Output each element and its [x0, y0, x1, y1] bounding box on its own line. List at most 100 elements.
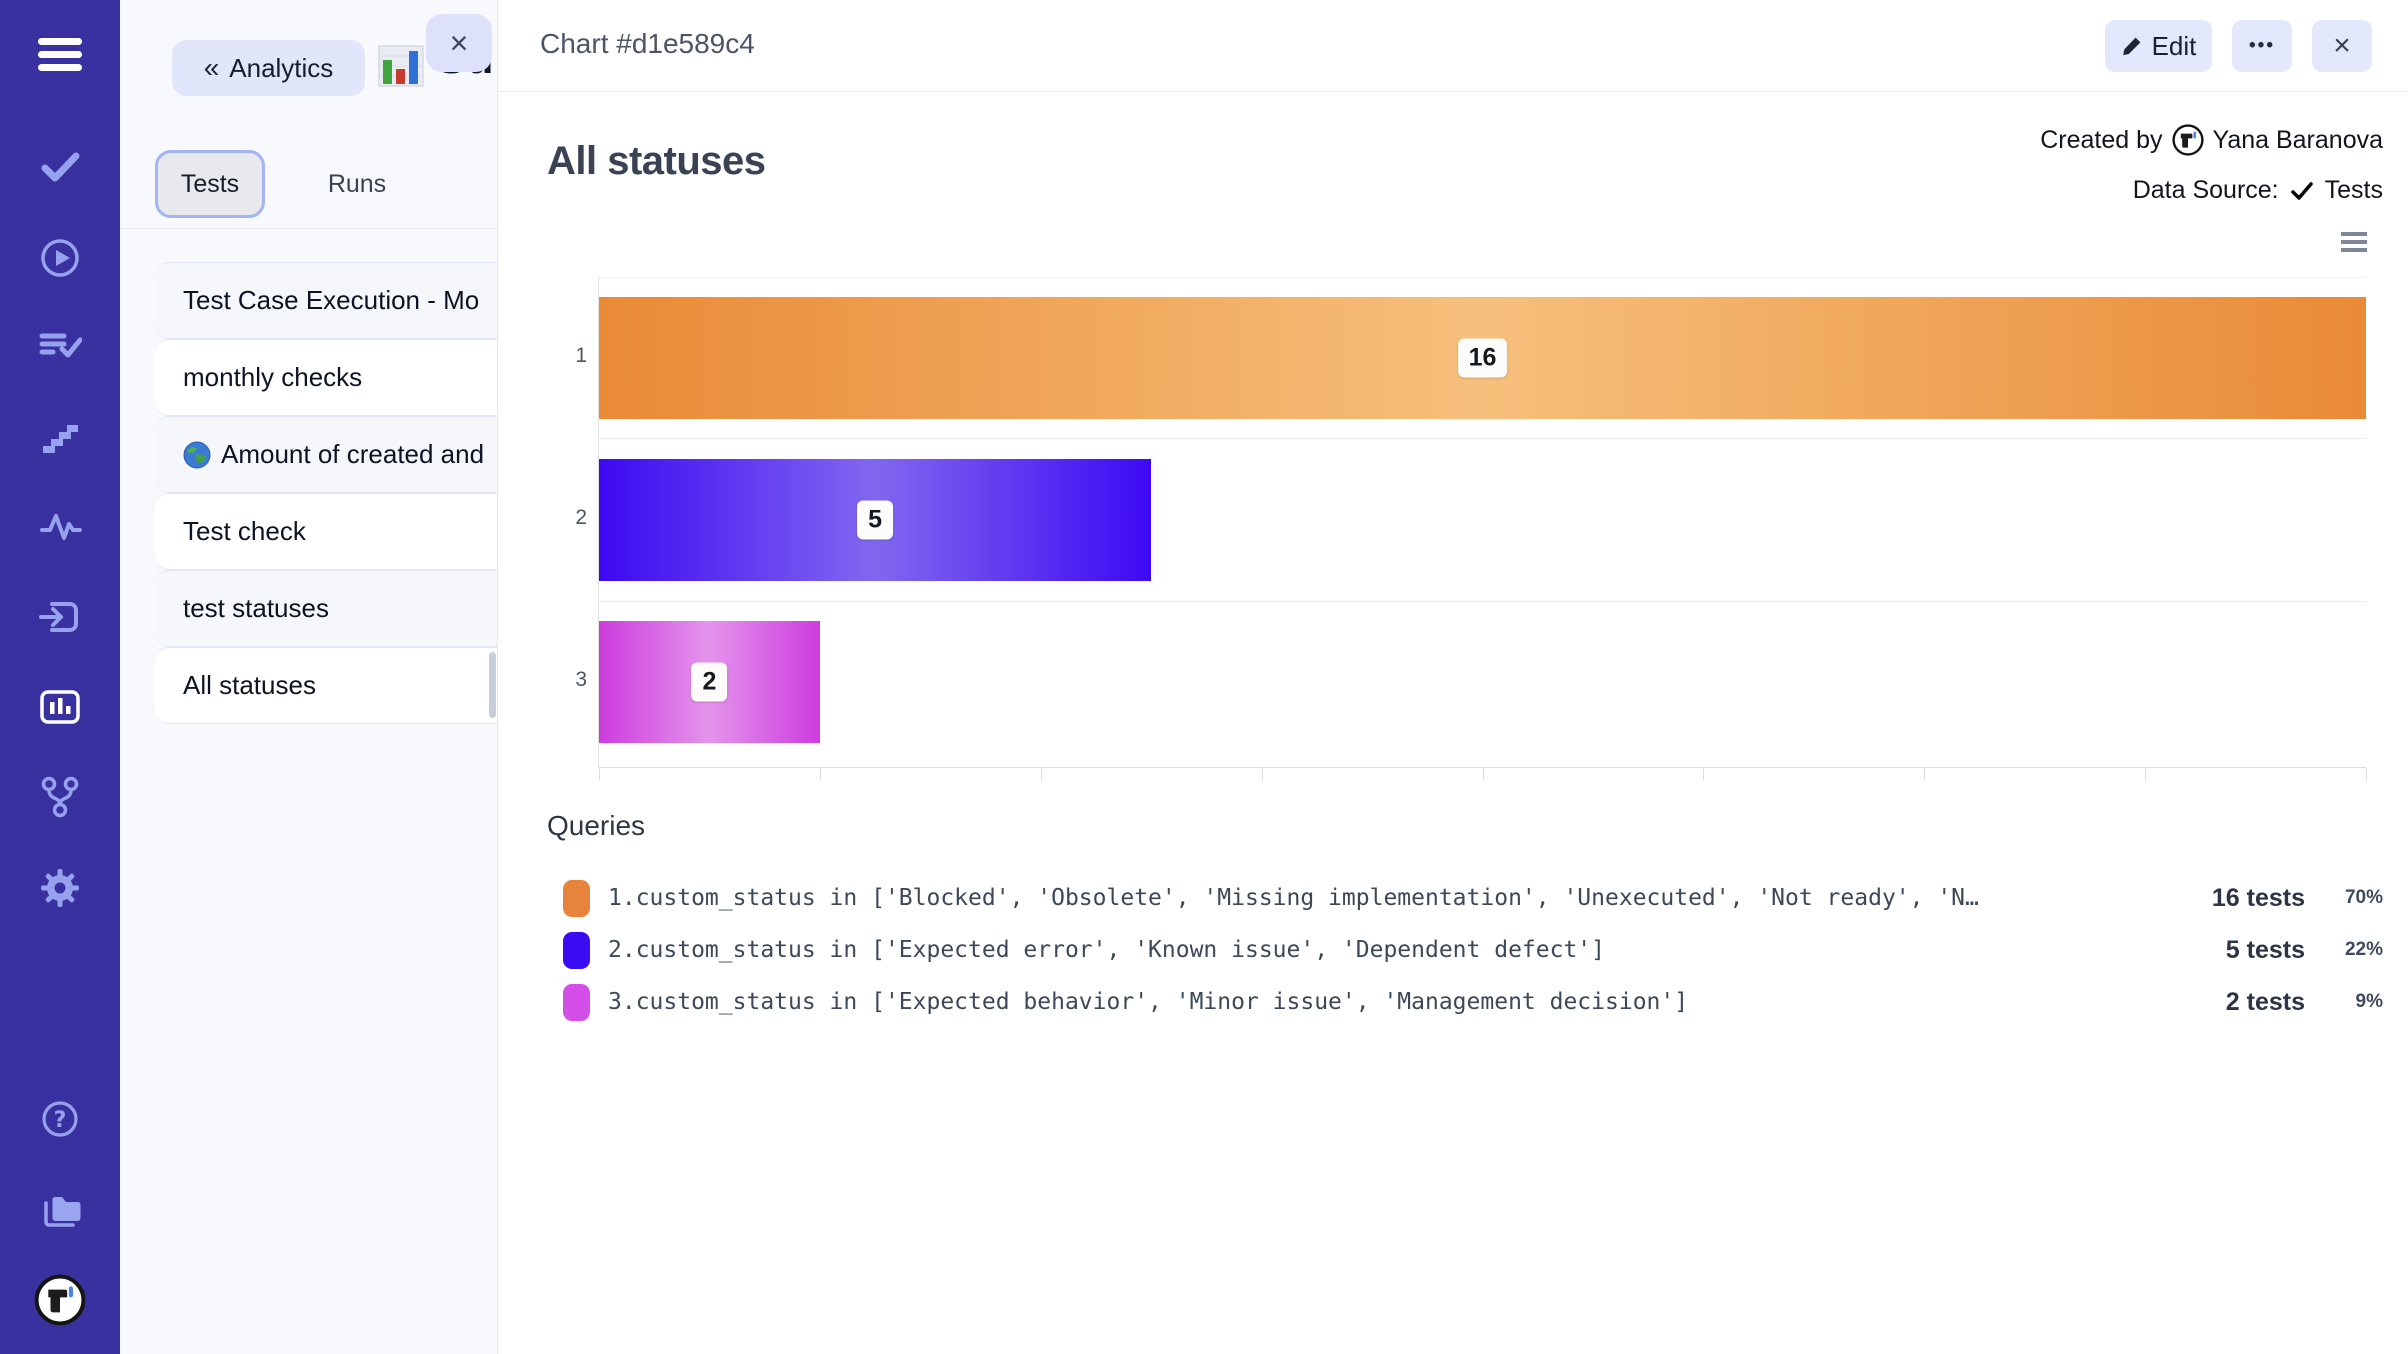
- query-color-swatch: [563, 983, 590, 1021]
- saved-chart-item[interactable]: Amount of created and: [155, 416, 497, 493]
- sidebar-item-tests[interactable]: [0, 144, 120, 188]
- sidebar-item-settings[interactable]: [0, 866, 120, 910]
- sidebar-item-plans[interactable]: [0, 327, 120, 371]
- more-actions-button[interactable]: •••: [2232, 20, 2292, 72]
- x-axis-tick: [1482, 768, 1484, 780]
- queries-heading: Queries: [547, 810, 646, 841]
- queries-legend: 1.custom_status in ['Blocked', 'Obsolete…: [563, 876, 2383, 1032]
- query-legend-row: 1.custom_status in ['Blocked', 'Obsolete…: [563, 876, 2383, 920]
- author-avatar: [2171, 124, 2204, 156]
- back-chevrons-icon: «: [203, 52, 220, 83]
- check-icon: [2290, 181, 2313, 200]
- data-source-value: Tests: [2324, 176, 2383, 204]
- author-name: Yana Baranova: [2212, 125, 2384, 154]
- query-tests-count: 5 tests: [2225, 935, 2305, 964]
- data-source-label: Data Source:: [2132, 176, 2279, 204]
- bar-series-3[interactable]: 2: [599, 621, 820, 743]
- sidebar-item-analytics-active[interactable]: [0, 685, 120, 729]
- saved-chart-item[interactable]: Test Case Execution - Mo: [155, 262, 497, 339]
- query-percent: 9%: [2355, 991, 2383, 1012]
- query-text: 3.custom_status in ['Expected behavior',…: [608, 989, 1689, 1015]
- check-icon: [41, 152, 80, 182]
- list-check-icon: [39, 333, 82, 358]
- branch-merge-icon: [41, 776, 79, 818]
- analytics-back-label: Analytics: [229, 52, 334, 83]
- import-icon: [39, 602, 78, 632]
- chart-menu-button[interactable]: [2341, 232, 2367, 252]
- y-axis-label: 1: [575, 344, 587, 367]
- edit-button[interactable]: Edit: [2105, 20, 2212, 72]
- y-axis-label: 3: [575, 668, 587, 691]
- drawer-close-button[interactable]: ×: [426, 14, 492, 72]
- saved-chart-item-label: Test Case Execution - Mo: [183, 285, 480, 315]
- query-legend-row: 2.custom_status in ['Expected error', 'K…: [563, 928, 2383, 972]
- saved-chart-item[interactable]: Test check: [155, 493, 497, 570]
- bar-series-2[interactable]: 5: [599, 459, 1152, 581]
- analytics-drawer: « Analytics Su × Tests Runs Test Case Ex…: [120, 0, 498, 1354]
- saved-chart-item-label: All statuses: [183, 670, 316, 700]
- gear-icon: [41, 869, 79, 907]
- created-by-label: Created by: [2040, 125, 2163, 154]
- created-by-row: Created by Yana Baranova: [2040, 124, 2383, 156]
- tabs-divider: [120, 228, 497, 229]
- help-icon: ?: [42, 1101, 78, 1137]
- saved-chart-item[interactable]: All statuses: [155, 647, 497, 724]
- query-legend-row: 3.custom_status in ['Expected behavior',…: [563, 980, 2383, 1024]
- tab-runs[interactable]: Runs: [312, 150, 402, 218]
- close-icon: ×: [2333, 29, 2351, 62]
- bar-chart-plot: 16 1 5 2 2 3: [575, 277, 2367, 780]
- sidebar-item-help[interactable]: ?: [0, 1097, 120, 1141]
- bar-value-label: 16: [1457, 338, 1508, 378]
- tab-tests-label: Tests: [180, 169, 240, 198]
- query-percent: 70%: [2344, 887, 2383, 908]
- data-source-row: Data Source: Tests: [2133, 176, 2383, 205]
- x-axis-tick: [1703, 768, 1705, 780]
- query-tests-count: 2 tests: [2225, 987, 2305, 1016]
- saved-chart-item[interactable]: monthly checks: [155, 339, 497, 416]
- sidebar-item-projects[interactable]: [0, 1187, 120, 1231]
- query-text: 2.custom_status in ['Expected error', 'K…: [608, 937, 1605, 963]
- chart-id-title: Chart #d1e589c4: [540, 28, 755, 59]
- saved-chart-item-label: Amount of created and: [221, 439, 485, 469]
- sidebar-item-import[interactable]: [0, 595, 120, 639]
- bar-series-1[interactable]: 16: [599, 297, 2366, 419]
- sidebar-item-traceability[interactable]: [0, 775, 120, 819]
- x-axis-tick: [1261, 768, 1263, 780]
- svg-text:?: ?: [54, 1108, 67, 1133]
- x-axis-tick: [2366, 768, 2367, 780]
- panel-close-button[interactable]: ×: [2312, 20, 2372, 72]
- workspace-avatar[interactable]: [0, 1274, 120, 1326]
- x-axis-tick: [599, 768, 600, 780]
- x-axis-tick: [2145, 768, 2147, 780]
- close-icon: ×: [449, 24, 469, 61]
- ellipsis-icon: •••: [2249, 35, 2275, 56]
- saved-chart-item[interactable]: test statuses: [155, 570, 497, 647]
- sidebar-item-milestones[interactable]: [0, 417, 120, 461]
- bar-chart-icon: [40, 690, 80, 724]
- x-axis-tick: [819, 768, 821, 780]
- sidebar: ?: [0, 0, 120, 1354]
- play-circle-icon: [41, 239, 79, 277]
- analytics-back-button[interactable]: « Analytics: [172, 40, 365, 96]
- pencil-icon: [2122, 37, 2140, 56]
- query-text: 1.custom_status in ['Blocked', 'Obsolete…: [608, 885, 1979, 911]
- chart-title: All statuses: [547, 138, 766, 183]
- sidebar-item-runs[interactable]: [0, 236, 120, 280]
- bar-value-label: 5: [857, 500, 894, 540]
- x-axis-tick: [1040, 768, 1042, 780]
- globe-icon: [183, 441, 211, 469]
- activity-icon: [40, 514, 82, 540]
- hamburger-icon: [38, 38, 82, 71]
- header-buttons: Edit ••• ×: [2105, 20, 2372, 72]
- sidebar-item-pulse[interactable]: [0, 506, 120, 550]
- page-chart-emoji-icon: [378, 45, 424, 87]
- stairs-icon: [43, 425, 78, 453]
- tab-tests[interactable]: Tests: [155, 150, 265, 218]
- chart-detail-header: Chart #d1e589c4 Edit ••• ×: [497, 0, 2408, 92]
- drawer-scrollbar[interactable]: [489, 652, 496, 718]
- main-menu-button[interactable]: [0, 38, 120, 71]
- edit-label: Edit: [2151, 30, 2197, 61]
- query-tests-count: 16 tests: [2211, 883, 2305, 912]
- query-color-swatch: [563, 931, 590, 969]
